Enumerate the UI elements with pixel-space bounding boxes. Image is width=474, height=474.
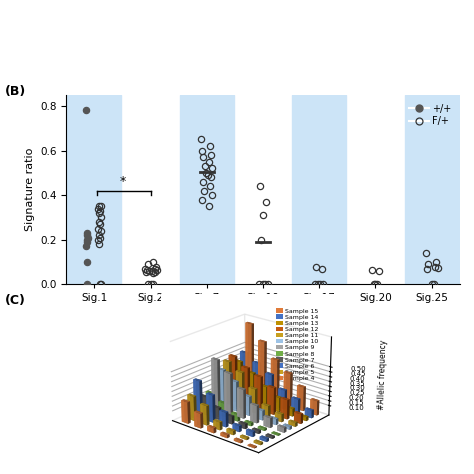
Legend: +/+, F/+: +/+, F/+: [406, 100, 455, 130]
Bar: [180, 95, 234, 284]
Text: (B): (B): [5, 85, 26, 98]
Bar: [405, 95, 459, 284]
Bar: [292, 95, 346, 284]
Bar: [67, 95, 121, 284]
Y-axis label: Signature ratio: Signature ratio: [25, 148, 35, 231]
Text: (C): (C): [5, 294, 26, 307]
Legend: Sample 15, Sample 14, Sample 13, Sample 12, Sample 11, Sample 10, Sample 9, Samp: Sample 15, Sample 14, Sample 13, Sample …: [273, 306, 321, 383]
Text: *: *: [119, 175, 126, 189]
